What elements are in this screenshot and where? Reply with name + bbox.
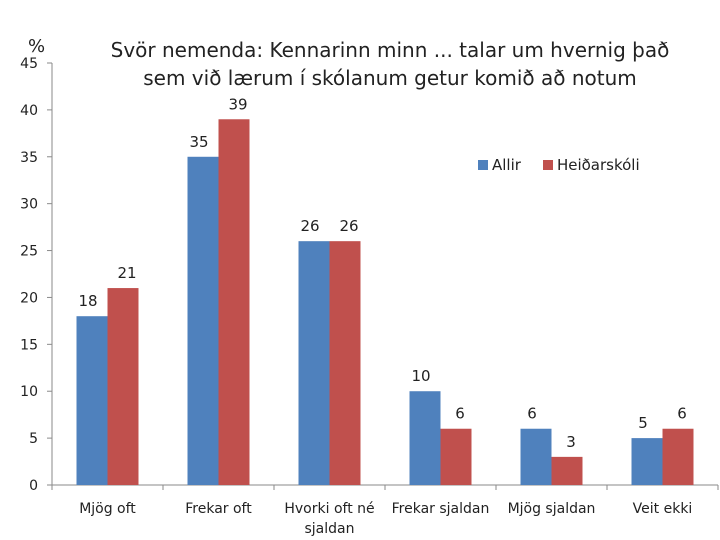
x-tick-label: Frekar sjaldan bbox=[392, 501, 490, 517]
y-tick-label: 45 bbox=[20, 56, 38, 72]
legend-label-allir: Allir bbox=[492, 156, 521, 174]
legend-swatch-heidarskoli bbox=[542, 160, 553, 170]
bar-allir bbox=[298, 241, 330, 485]
bar-allir bbox=[187, 156, 219, 485]
data-label: 26 bbox=[300, 217, 319, 235]
x-tick-label: Veit ekki bbox=[633, 501, 693, 517]
legend-swatch-allir bbox=[478, 160, 488, 170]
data-label: 35 bbox=[189, 133, 208, 151]
data-label: 10 bbox=[411, 367, 430, 385]
data-label: 3 bbox=[566, 433, 576, 451]
bar-allir bbox=[520, 428, 552, 485]
y-tick-label: 30 bbox=[20, 197, 38, 213]
y-tick-label: 5 bbox=[29, 431, 38, 447]
bar-allir bbox=[76, 316, 108, 485]
x-tick-label: Hvorki oft né sjaldan bbox=[284, 501, 374, 537]
data-label: 5 bbox=[638, 414, 648, 432]
bar-heidarskoli bbox=[551, 456, 583, 485]
chart-title-line-2: sem við lærum í skólanum getur komið að … bbox=[143, 66, 637, 90]
bar-heidarskoli bbox=[440, 428, 472, 485]
y-tick-label: 40 bbox=[20, 103, 38, 119]
legend-label-heidarskoli: Heiðarskóli bbox=[556, 156, 640, 174]
data-label: 6 bbox=[677, 405, 687, 423]
data-label: 39 bbox=[228, 95, 247, 113]
y-tick-label: 15 bbox=[20, 337, 38, 353]
y-tick-label: 10 bbox=[20, 384, 38, 400]
bar-allir bbox=[409, 391, 441, 485]
y-tick-label: 35 bbox=[20, 150, 38, 166]
x-tick-label: Mjög sjaldan bbox=[508, 501, 596, 517]
data-label: 6 bbox=[455, 405, 465, 423]
y-tick-label: 0 bbox=[29, 478, 38, 494]
bar-allir bbox=[631, 438, 663, 485]
bar-heidarskoli bbox=[329, 241, 361, 485]
chart-title-line-1: Svör nemenda: Kennarinn minn ... talar u… bbox=[110, 38, 670, 62]
x-tick-label: Mjög oft bbox=[79, 501, 136, 517]
y-unit-label: % bbox=[28, 36, 46, 57]
data-label: 21 bbox=[117, 264, 136, 282]
data-label: 26 bbox=[339, 217, 358, 235]
legend-item-heidarskoli: Heiðarskóli bbox=[542, 156, 640, 174]
y-tick-label: 25 bbox=[20, 244, 38, 260]
bar-heidarskoli bbox=[218, 119, 250, 486]
y-tick-label: 20 bbox=[20, 290, 38, 306]
legend: Allir Heiðarskóli bbox=[478, 156, 640, 174]
data-label: 6 bbox=[527, 405, 537, 423]
bar-heidarskoli bbox=[107, 288, 139, 485]
legend-item-allir: Allir bbox=[478, 156, 521, 174]
data-label: 18 bbox=[78, 292, 97, 310]
bar-heidarskoli bbox=[662, 428, 694, 485]
x-tick-label: Frekar oft bbox=[185, 501, 252, 517]
